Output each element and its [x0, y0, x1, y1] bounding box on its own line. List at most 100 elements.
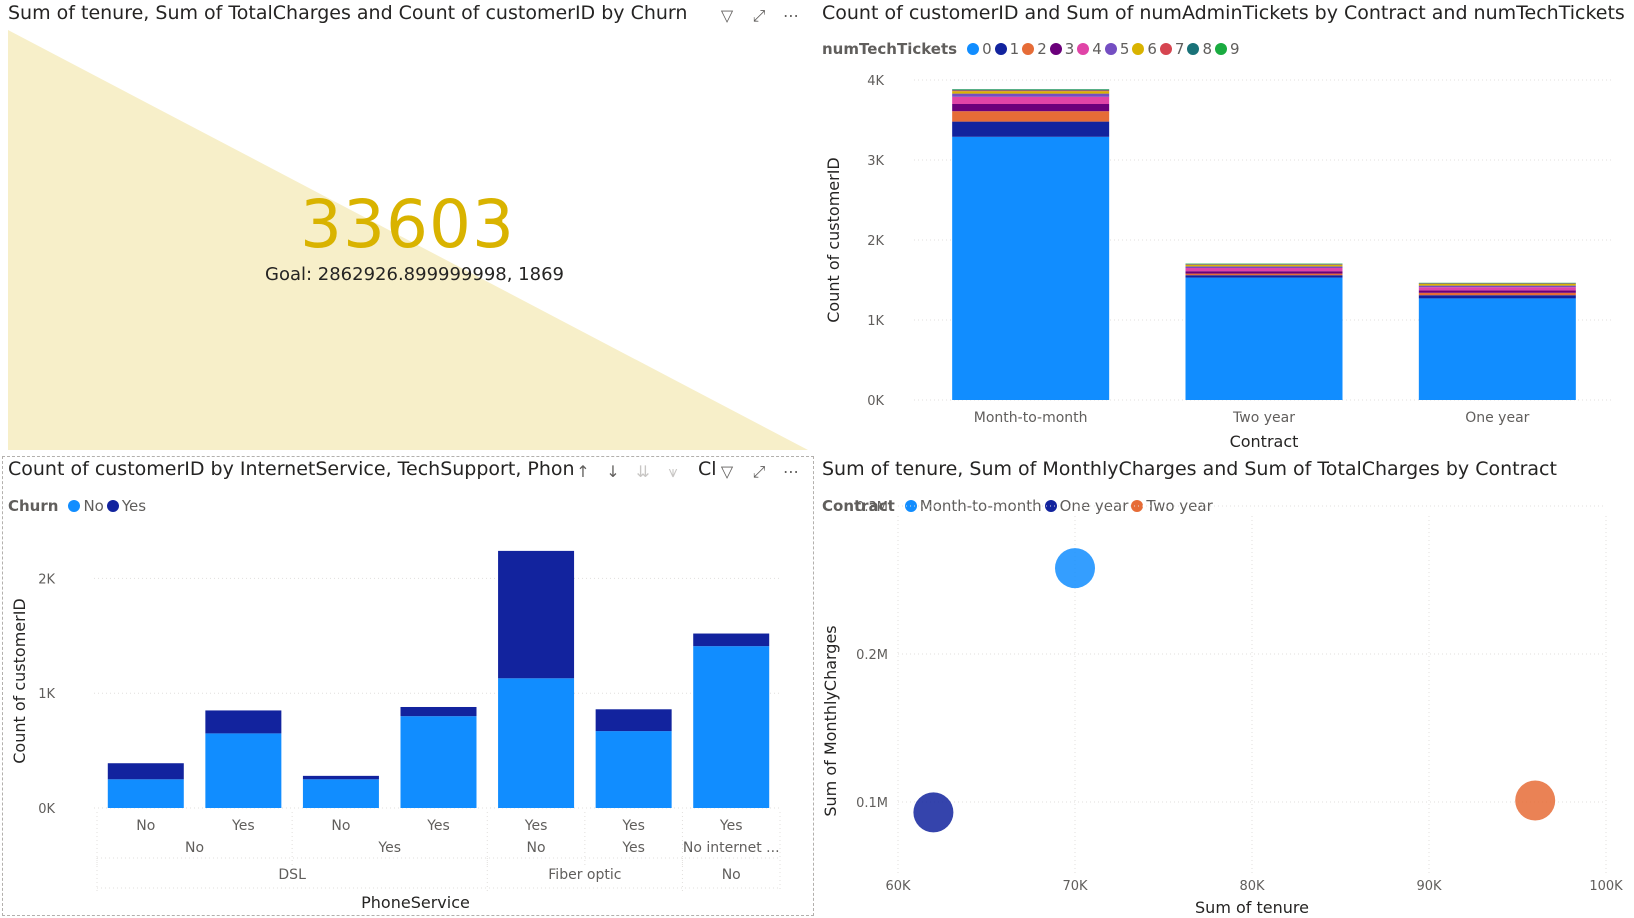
legend-item[interactable]: Two year [1131, 497, 1213, 515]
drill-down-icon[interactable]: ↓ [606, 462, 620, 481]
legend-item[interactable]: 0 [967, 40, 992, 58]
scatter-point [1055, 548, 1095, 589]
internet-bar-chart: 0K 1K 2K No Yes No Yes Yes Yes Yes No Yes No Yes No in… [10, 550, 781, 912]
bar-segment [107, 763, 184, 780]
bar-segment [302, 775, 379, 780]
kpi-background-band [8, 30, 808, 450]
bar-segment [693, 646, 770, 808]
more-options-icon[interactable]: ⋯ [783, 462, 799, 481]
bar-segment [1418, 292, 1576, 296]
legend-item[interactable]: 8 [1187, 40, 1212, 58]
x-tick-label: 90K [1416, 879, 1442, 894]
legend-item[interactable]: 6 [1132, 40, 1157, 58]
x-tick-label: 80K [1239, 879, 1265, 894]
legend-item[interactable]: 9 [1215, 40, 1240, 58]
y-tick-label: 1K [38, 687, 55, 702]
legend-dot [1159, 43, 1172, 55]
bar-segment [205, 710, 282, 734]
bar-segment [1185, 273, 1343, 276]
y-tick-label: 0.2M [856, 648, 888, 663]
legend-item[interactable]: No [68, 497, 104, 515]
y-axis-title: Count of customerID [10, 598, 29, 764]
bar-segment [1185, 268, 1343, 272]
filter-icon[interactable]: ▽ [720, 6, 734, 25]
kpi-panel: Sum of tenure, Sum of TotalCharges and C… [0, 0, 812, 454]
legend-title: Contract [822, 497, 895, 515]
x-group-label: No [722, 867, 741, 883]
x-tick-label: Yes [231, 818, 255, 834]
legend-dot [1104, 43, 1117, 55]
x-axis-title: Sum of tenure [1195, 898, 1309, 917]
legend-dot [106, 500, 119, 512]
bar-segment [1185, 266, 1343, 268]
legend-item[interactable]: 2 [1022, 40, 1047, 58]
bar-segment [107, 779, 184, 808]
x-tick-label: Yes [719, 818, 743, 834]
bar-segment [952, 90, 1110, 92]
legend-label: No [83, 497, 104, 515]
kpi-value: 33603 [300, 186, 515, 263]
focus-mode-icon[interactable]: ⤢ [752, 462, 766, 481]
legend-label: 9 [1230, 40, 1240, 58]
bar-segment [1418, 298, 1576, 400]
legend-label: 0 [982, 40, 992, 58]
kpi-title: Sum of tenure, Sum of TotalCharges and C… [8, 2, 688, 24]
contract-chart-panel: Count of customerID and Sum of numAdminT… [814, 0, 1634, 454]
contract-bar-chart: 0K 1K 2K 3K 4K Month-to-month Two year One year… [824, 74, 1614, 451]
y-tick-label: 3K [867, 154, 884, 169]
bar-segment [595, 709, 672, 732]
legend-dot [1131, 500, 1144, 512]
bar-segment [1185, 264, 1343, 267]
x-axis-title: Contract [1230, 432, 1299, 451]
legend-label: 3 [1064, 40, 1075, 58]
bar-segment [205, 733, 282, 808]
scatter-chart-title: Sum of tenure, Sum of MonthlyCharges and… [822, 458, 1557, 480]
legend-item[interactable]: 4 [1077, 40, 1102, 58]
x-group-label: No internet ... [683, 840, 780, 856]
x-tick-label: Month-to-month [974, 410, 1088, 426]
bar-segment [1418, 287, 1576, 291]
legend-item[interactable]: 5 [1104, 40, 1130, 58]
legend-item[interactable]: 1 [994, 40, 1020, 58]
bar-segment [1185, 277, 1343, 400]
legend-dot [1077, 43, 1090, 55]
filter-icon[interactable]: ▽ [720, 462, 734, 481]
legend-label: 6 [1147, 40, 1157, 58]
legend-dot [1187, 43, 1200, 55]
bar-segment [1418, 285, 1576, 288]
legend-label: 2 [1037, 40, 1047, 58]
drill-up-icon[interactable]: ↑ [576, 462, 590, 481]
x-tick-label: No [136, 818, 155, 834]
bar-segment [1418, 295, 1576, 299]
x-tick-label: 60K [885, 879, 911, 894]
bar-segment [1418, 284, 1576, 286]
scatter-point [1515, 780, 1556, 821]
x-tick-label: 70K [1062, 879, 1088, 894]
focus-mode-icon[interactable]: ⤢ [752, 6, 766, 25]
scatter-chart: 60K 70K 80K 90K 100K 0.1M 0.2M 0.3M Sum of tenur… [821, 500, 1623, 917]
expand-all-down-icon[interactable]: ⇊ [636, 462, 650, 481]
y-tick-label: 0K [38, 802, 55, 817]
legend-label: Yes [121, 497, 147, 515]
expand-next-level-icon[interactable]: ⩛ [668, 462, 678, 481]
legend-item[interactable]: 3 [1049, 40, 1075, 58]
internet-chart-title: Count of customerID by InternetService, … [8, 458, 575, 480]
selected-visual-frame [2, 456, 814, 916]
legend-label: 7 [1174, 40, 1185, 58]
legend-dot [1132, 43, 1145, 55]
legend-label: 1 [1009, 40, 1020, 58]
legend-item[interactable]: 7 [1159, 40, 1185, 58]
y-tick-label: 2K [867, 234, 884, 249]
more-options-icon[interactable]: ⋯ [783, 6, 799, 25]
x-tick-label: Yes [524, 818, 548, 834]
y-tick-label: 0.1M [856, 796, 888, 811]
legend-label: Month-to-month [919, 497, 1042, 515]
x-group-label: Yes [377, 840, 401, 856]
kpi-goal: Goal: 2862926.899999998, 1869 [265, 264, 564, 285]
legend-dot [1022, 43, 1035, 55]
legend-label: 5 [1119, 40, 1130, 58]
internet-chart-title-tail: Cl [698, 458, 717, 480]
legend-item[interactable]: Yes [106, 497, 147, 515]
x-group-label: No [185, 840, 204, 856]
